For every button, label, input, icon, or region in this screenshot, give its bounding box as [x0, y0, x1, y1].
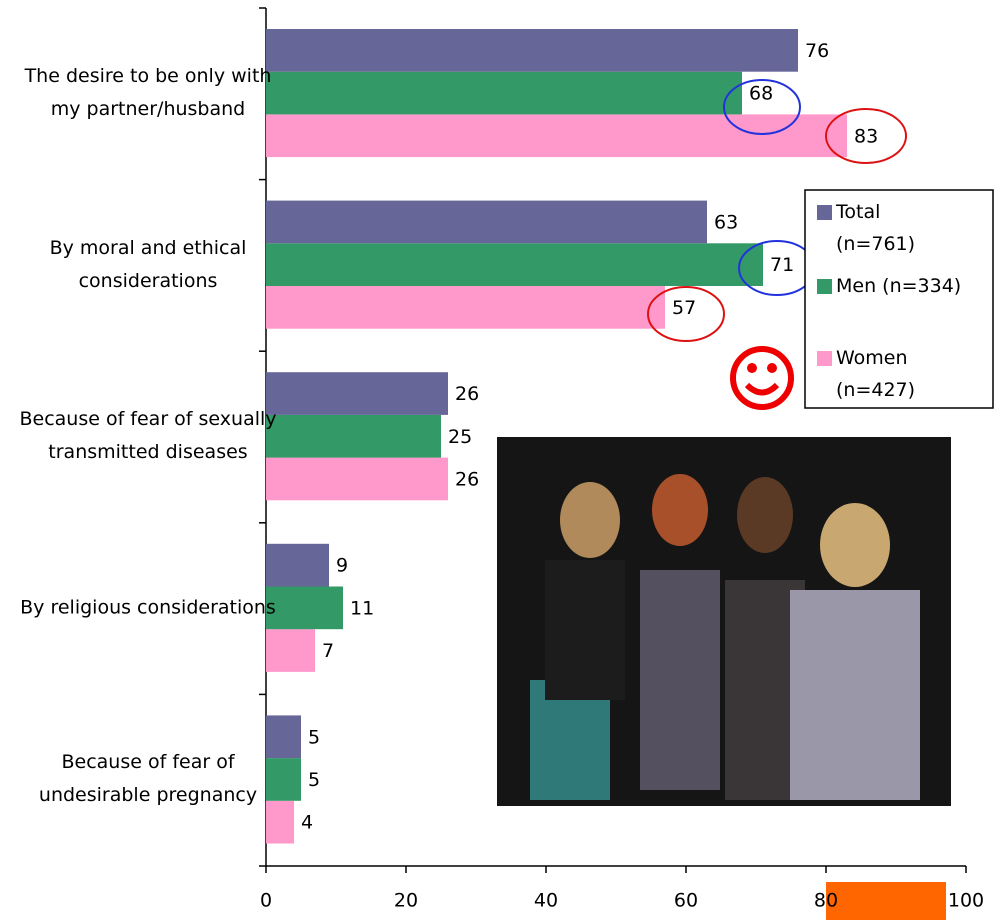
legend-label: Total (n=761) — [836, 196, 946, 260]
value-label: 83 — [854, 125, 878, 147]
bar — [266, 629, 315, 672]
legend-swatch — [817, 205, 832, 220]
orange-block — [826, 882, 946, 920]
category-label: The desire to be only with my partner/hu… — [18, 60, 278, 126]
value-label: 68 — [749, 83, 773, 105]
x-tick-label: 100 — [948, 890, 984, 912]
bar — [266, 286, 665, 329]
value-label: 76 — [805, 40, 829, 62]
smiley — [733, 349, 791, 407]
value-label: 26 — [455, 383, 479, 405]
value-label: 63 — [714, 211, 738, 233]
legend-label: Men (n=334) — [836, 270, 996, 302]
bar — [266, 372, 448, 415]
value-label: 5 — [308, 769, 320, 791]
x-tick-label: 40 — [534, 890, 558, 912]
bar — [266, 114, 847, 157]
x-tick-label: 80 — [814, 890, 838, 912]
value-label: 25 — [448, 426, 472, 448]
category-label: By moral and ethical considerations — [18, 232, 278, 298]
bar — [266, 29, 798, 72]
value-label: 26 — [455, 468, 479, 490]
value-label: 9 — [336, 555, 348, 577]
value-label: 57 — [672, 297, 696, 319]
category-label: Because of fear of undesirable pregnancy — [18, 746, 278, 812]
x-tick-label: 0 — [260, 890, 272, 912]
photo — [497, 437, 951, 806]
x-tick-label: 60 — [674, 890, 698, 912]
legend-swatch — [817, 351, 832, 366]
bar — [266, 201, 707, 244]
page: 4557119262526577163836876100806040200 Th… — [0, 0, 1002, 920]
bar — [266, 415, 441, 458]
legend-label: Women (n=427) — [836, 342, 946, 406]
bar — [266, 544, 329, 587]
category-label: Because of fear of sexually transmitted … — [18, 403, 278, 469]
value-label: 71 — [770, 254, 794, 276]
x-tick-label: 20 — [394, 890, 418, 912]
bar — [266, 72, 742, 115]
value-label: 7 — [322, 640, 334, 662]
bar — [266, 243, 763, 286]
value-label: 4 — [301, 812, 313, 834]
bar — [266, 458, 448, 501]
value-label: 5 — [308, 726, 320, 748]
value-label: 11 — [350, 597, 374, 619]
legend-swatch — [817, 279, 832, 294]
category-label: By religious considerations — [18, 591, 278, 624]
